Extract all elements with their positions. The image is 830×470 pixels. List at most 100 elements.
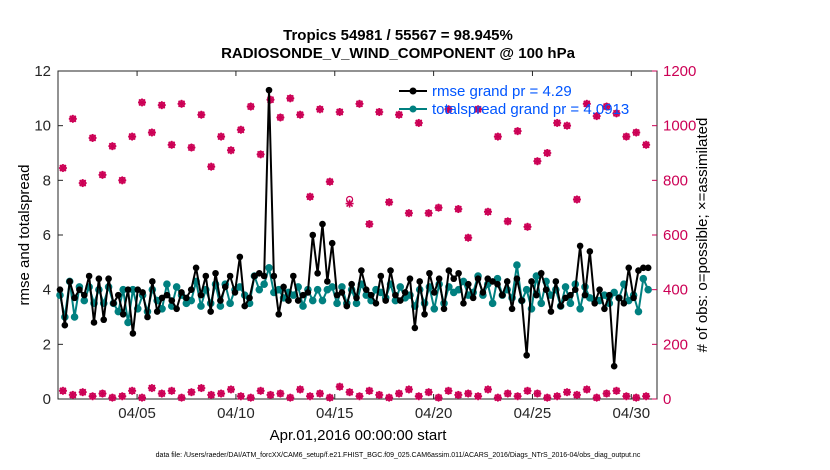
totalspread-point — [328, 283, 337, 291]
rmse-point — [445, 267, 453, 274]
rmse-point — [338, 289, 346, 296]
obs-assimilated-marker — [395, 389, 404, 398]
obs-assimilated-marker — [563, 388, 572, 397]
obs-assimilated-marker — [138, 393, 147, 402]
obs-assimilated-marker — [118, 392, 127, 401]
y-tick-label: 2 — [43, 336, 51, 353]
obs-assimilated-marker — [246, 102, 255, 111]
obs-assimilated-marker — [533, 389, 542, 398]
rmse-point — [547, 308, 555, 315]
plot-area: 0 2 4 6 8 10 12 0 200 400 600 800 1000 1200 04/05 04/10… — [34, 63, 696, 422]
rmse-point — [615, 294, 623, 302]
x-tick-label: 04/15 — [316, 405, 354, 422]
obs-assimilated-marker — [642, 392, 651, 401]
obs-assimilated-marker — [296, 110, 305, 119]
totalspread-point — [576, 305, 584, 313]
rmse-point — [640, 264, 647, 272]
obs-assimilated-marker — [157, 101, 166, 110]
rmse-point — [56, 286, 64, 293]
obs-assimilated-marker — [276, 113, 285, 122]
y2-tick-label: 1200 — [663, 63, 696, 80]
obs-assimilated-marker — [236, 125, 245, 134]
y-tick-label: 10 — [34, 118, 51, 135]
rmse-point — [241, 302, 249, 310]
plot-frame — [57, 70, 658, 400]
obs-assimilated-marker — [138, 98, 147, 107]
x-axis-label: Apr.01,2016 00:00:00 start — [270, 427, 448, 444]
obs-assimilated-marker — [612, 109, 621, 118]
rmse-point — [396, 297, 404, 304]
y-tick-label: 12 — [34, 63, 51, 80]
x-tick-label: 04/30 — [613, 405, 651, 422]
totalspread-point — [172, 283, 181, 291]
totalspread-point — [488, 299, 497, 308]
rmse-point — [601, 305, 608, 313]
obs-assimilated-marker — [563, 121, 572, 130]
totalspread-point — [333, 299, 341, 308]
rmse-point — [76, 286, 83, 293]
obs-assimilated-marker — [315, 105, 324, 114]
obs-assimilated-marker — [503, 389, 512, 398]
y2-axis-label: # of obs: o=possible; ×=assimilated — [694, 118, 711, 353]
y2-tick-label: 1000 — [663, 118, 696, 135]
rmse-point — [421, 310, 428, 318]
obs-assimilated-marker — [58, 164, 67, 173]
x-tick-label: 04/05 — [118, 405, 156, 422]
totalspread-point — [308, 296, 317, 305]
totalspread-point — [70, 313, 79, 321]
rmse-point — [187, 286, 195, 293]
totalspread-point — [537, 299, 546, 308]
rmse-point — [202, 272, 210, 280]
chart-title: Tropics 54981 / 55567 = 98.945% — [283, 27, 513, 44]
obs-assimilated-marker — [246, 393, 255, 402]
rmse-point — [328, 239, 336, 247]
rmse-point — [620, 300, 628, 307]
obs-assimilated-marker — [157, 389, 166, 398]
rmse-point — [299, 291, 307, 299]
obs-assimilated-marker — [602, 102, 611, 111]
obs-assimilated-marker — [444, 105, 453, 114]
rmse-point — [406, 275, 414, 283]
obs-assimilated-marker — [454, 205, 463, 214]
chart-subtitle: RADIOSONDE_V_WIND_COMPONENT @ 100 hPa — [221, 45, 576, 62]
rmse-point — [163, 291, 171, 299]
rmse-point — [411, 324, 419, 332]
rmse-point — [537, 269, 545, 277]
obs-assimilated-marker — [325, 393, 334, 402]
rmse-point — [503, 278, 511, 285]
rmse-point — [139, 289, 146, 296]
rmse-point — [479, 289, 487, 296]
obs-assimilated-marker — [622, 132, 631, 141]
obs-assimilated-marker — [68, 114, 77, 123]
obs-assimilated-marker — [493, 393, 502, 402]
obs-assimilated-marker — [286, 393, 295, 402]
rmse-point — [474, 275, 482, 283]
totalspread-point — [163, 280, 171, 289]
y2-tick-label: 0 — [663, 391, 671, 408]
rmse-point — [71, 294, 78, 302]
rmse-point — [168, 297, 176, 304]
totalspread-point — [644, 285, 652, 294]
obs-assimilated-marker — [335, 108, 344, 116]
obs-assimilated-marker — [375, 108, 384, 116]
rmse-point — [377, 272, 385, 280]
totalspread-point — [124, 318, 132, 327]
rmse-point — [552, 278, 560, 285]
obs-assimilated-marker — [286, 94, 295, 103]
rmse-point — [226, 272, 234, 280]
rmse-point — [484, 275, 492, 283]
totalspread-point — [561, 283, 570, 291]
rmse-point — [440, 305, 448, 313]
y-tick-label: 8 — [43, 172, 51, 189]
rmse-point — [246, 294, 253, 302]
obs-assimilated-marker — [444, 386, 453, 395]
totalspread-point — [513, 261, 521, 269]
obs-assimilated-marker — [128, 386, 137, 395]
obs-assimilated-marker — [582, 385, 591, 394]
obs-assimilated-marker — [88, 133, 97, 142]
rmse-point — [542, 286, 550, 293]
rmse-point — [489, 278, 496, 285]
obs-assimilated-marker — [553, 392, 562, 401]
y2-tick-label: 400 — [663, 282, 688, 299]
obs-assimilated-marker — [513, 127, 522, 136]
